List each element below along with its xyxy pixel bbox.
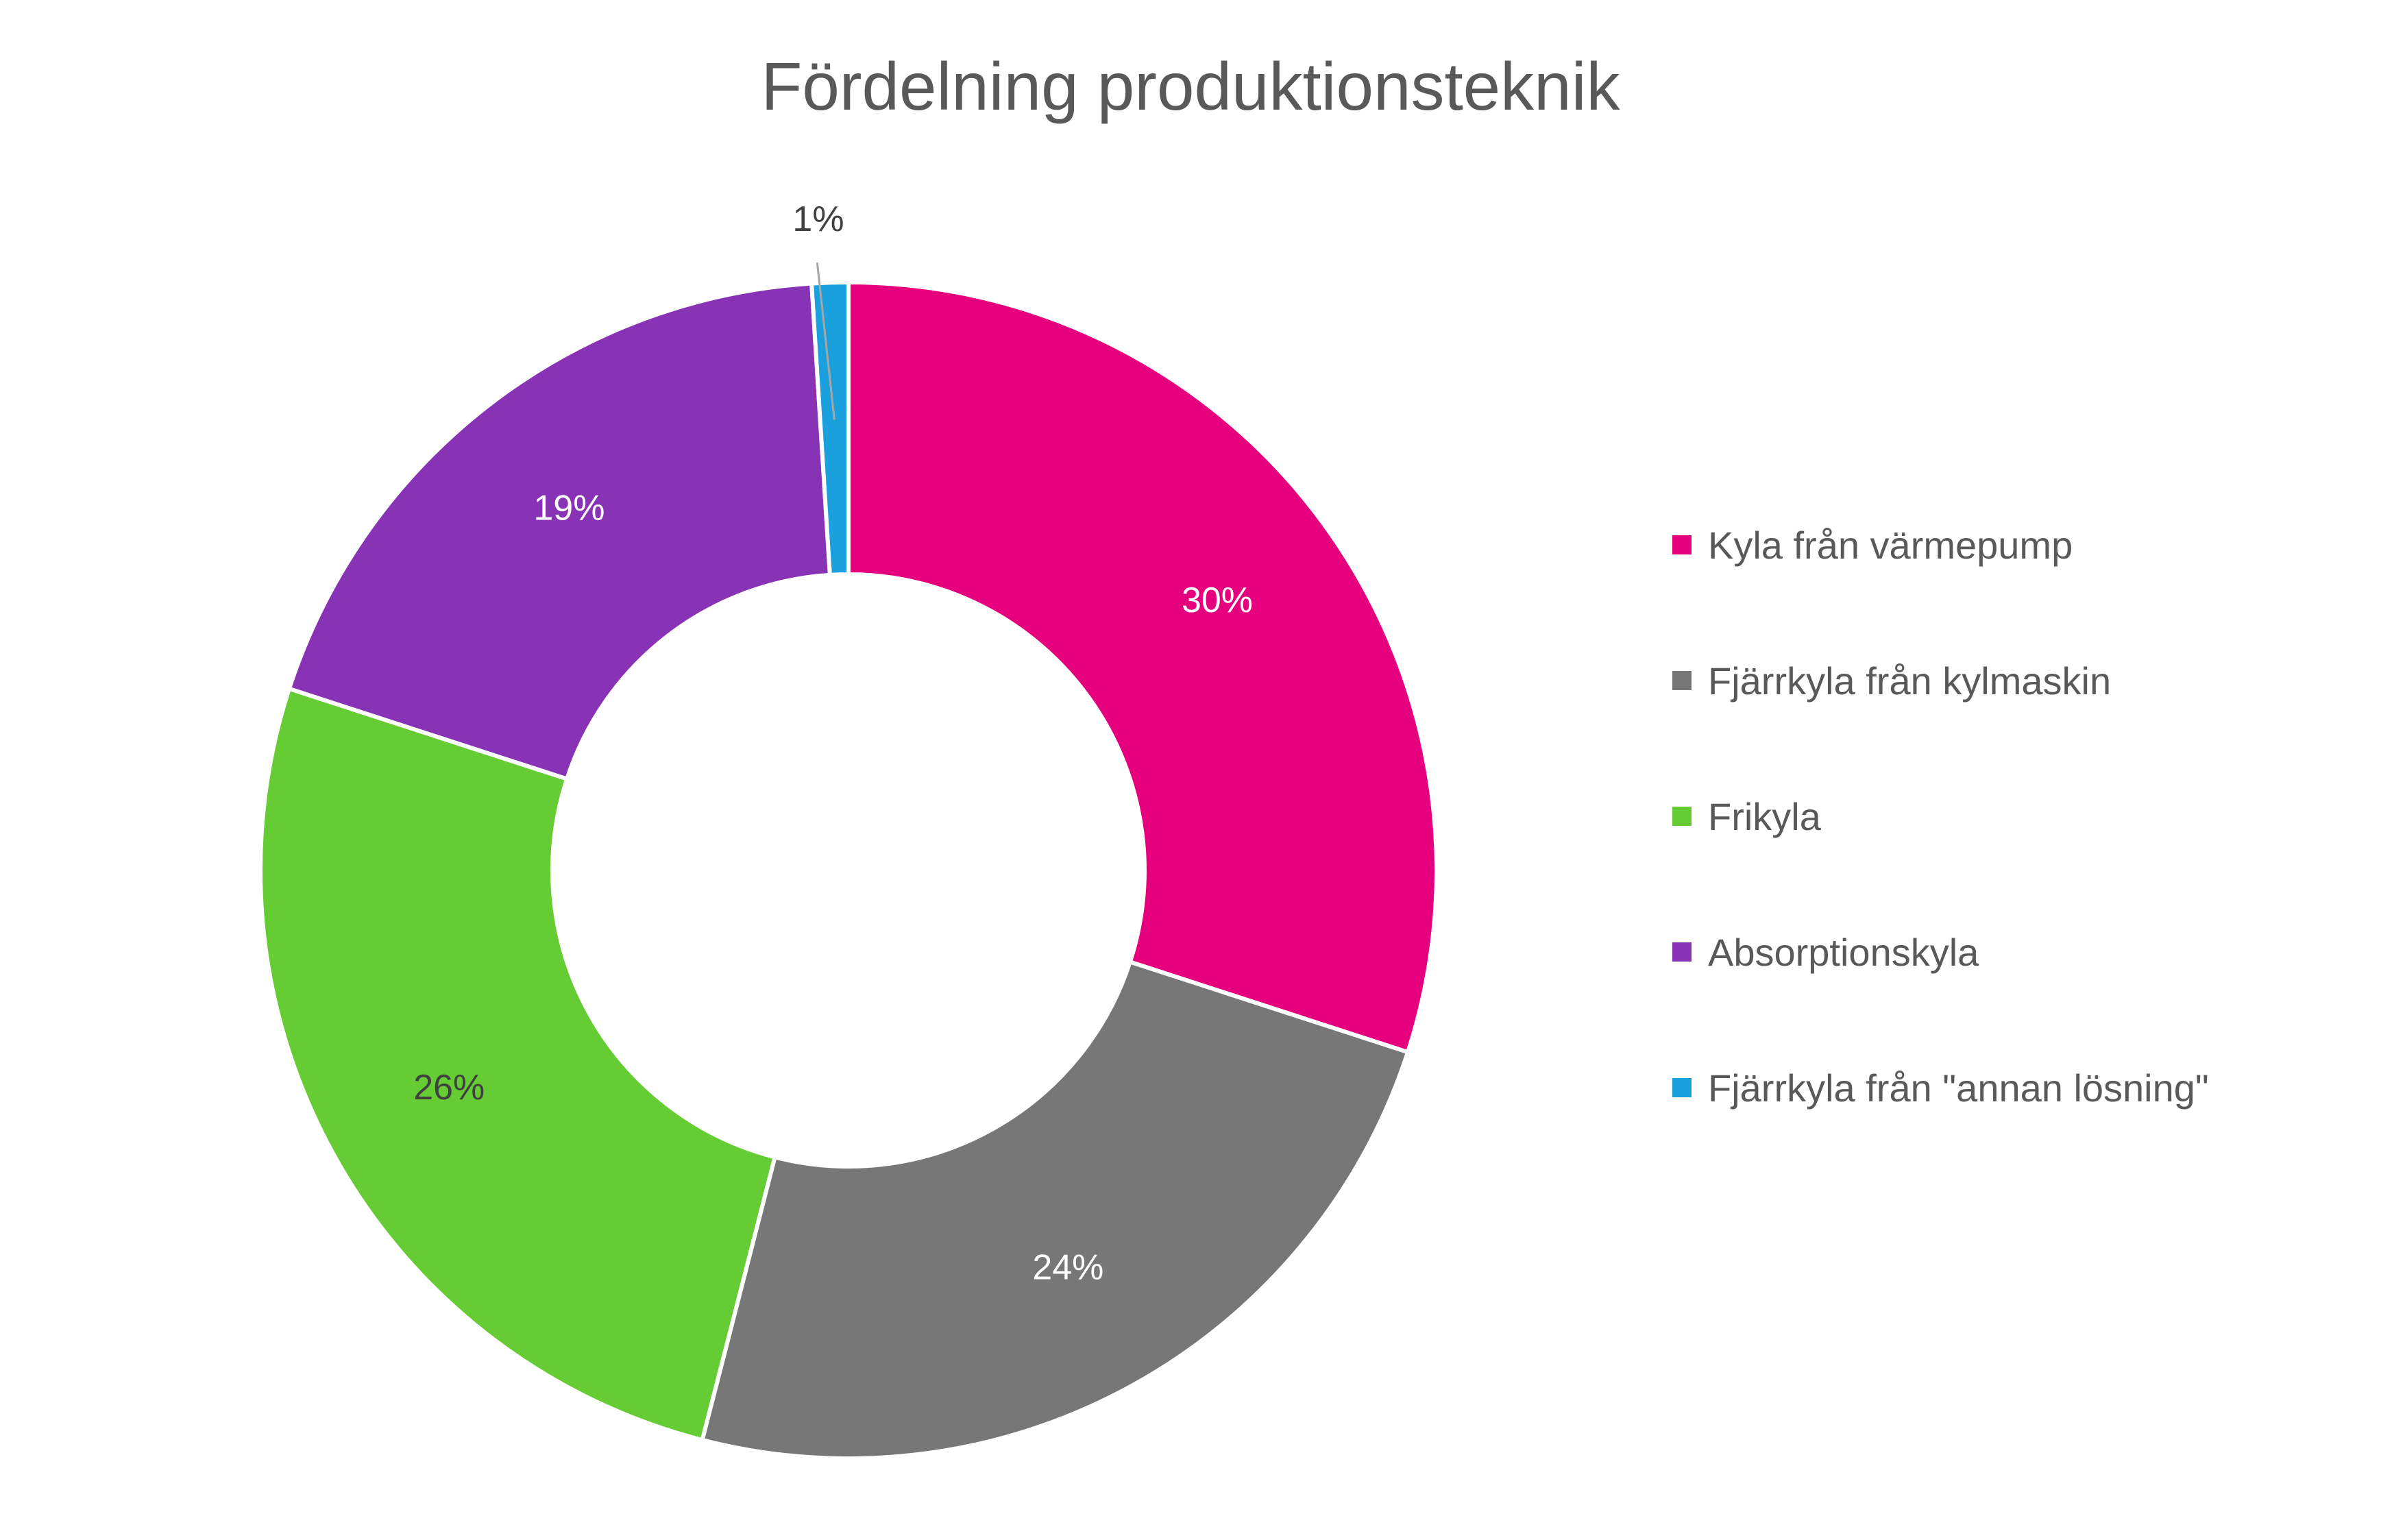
legend-item: Fjärrkyla från "annan lösning" [1672,1050,2358,1125]
slice-value-label: 24% [1032,1247,1103,1287]
donut-slices [258,280,1439,1460]
leader-line [816,262,835,420]
legend-item: Kyla från värmepump [1672,507,2358,583]
slice-value-label: 30% [1182,580,1253,620]
legend-swatch [1672,1078,1692,1097]
legend-label: Fjärrkyla från kylmaskin [1708,659,2112,702]
legend-item: Frikyla [1672,779,2358,854]
donut-slice [258,686,778,1443]
chart-title: Fördelning produktionsteknik [761,49,1620,124]
legend-swatch [1672,942,1692,962]
donut-labels: 30% 24% 26% 19% 1% [413,199,1253,1288]
legend-swatch [1672,807,1692,826]
donut-slice [699,959,1411,1460]
legend-label: Frikyla [1708,794,1821,838]
donut-slice [286,281,833,782]
legend: Kyla från värmepump Fjärrkyla från kylmas… [1672,507,2358,1186]
legend-item: Fjärrkyla från kylmaskin [1672,643,2358,718]
legend-swatch [1672,671,1692,690]
legend-swatch [1672,535,1692,554]
slice-value-label: 19% [533,488,605,528]
legend-item: Absorptionskyla [1672,914,2358,990]
donut-slice [809,280,851,578]
donut-slice [846,280,1439,1055]
legend-label: Absorptionskyla [1708,930,1979,974]
legend-label: Fjärrkyla från "annan lösning" [1708,1066,2209,1110]
slice-value-label: 1% [792,199,844,239]
legend-label: Kyla från värmepump [1708,523,2073,567]
slice-value-label: 26% [413,1068,485,1108]
